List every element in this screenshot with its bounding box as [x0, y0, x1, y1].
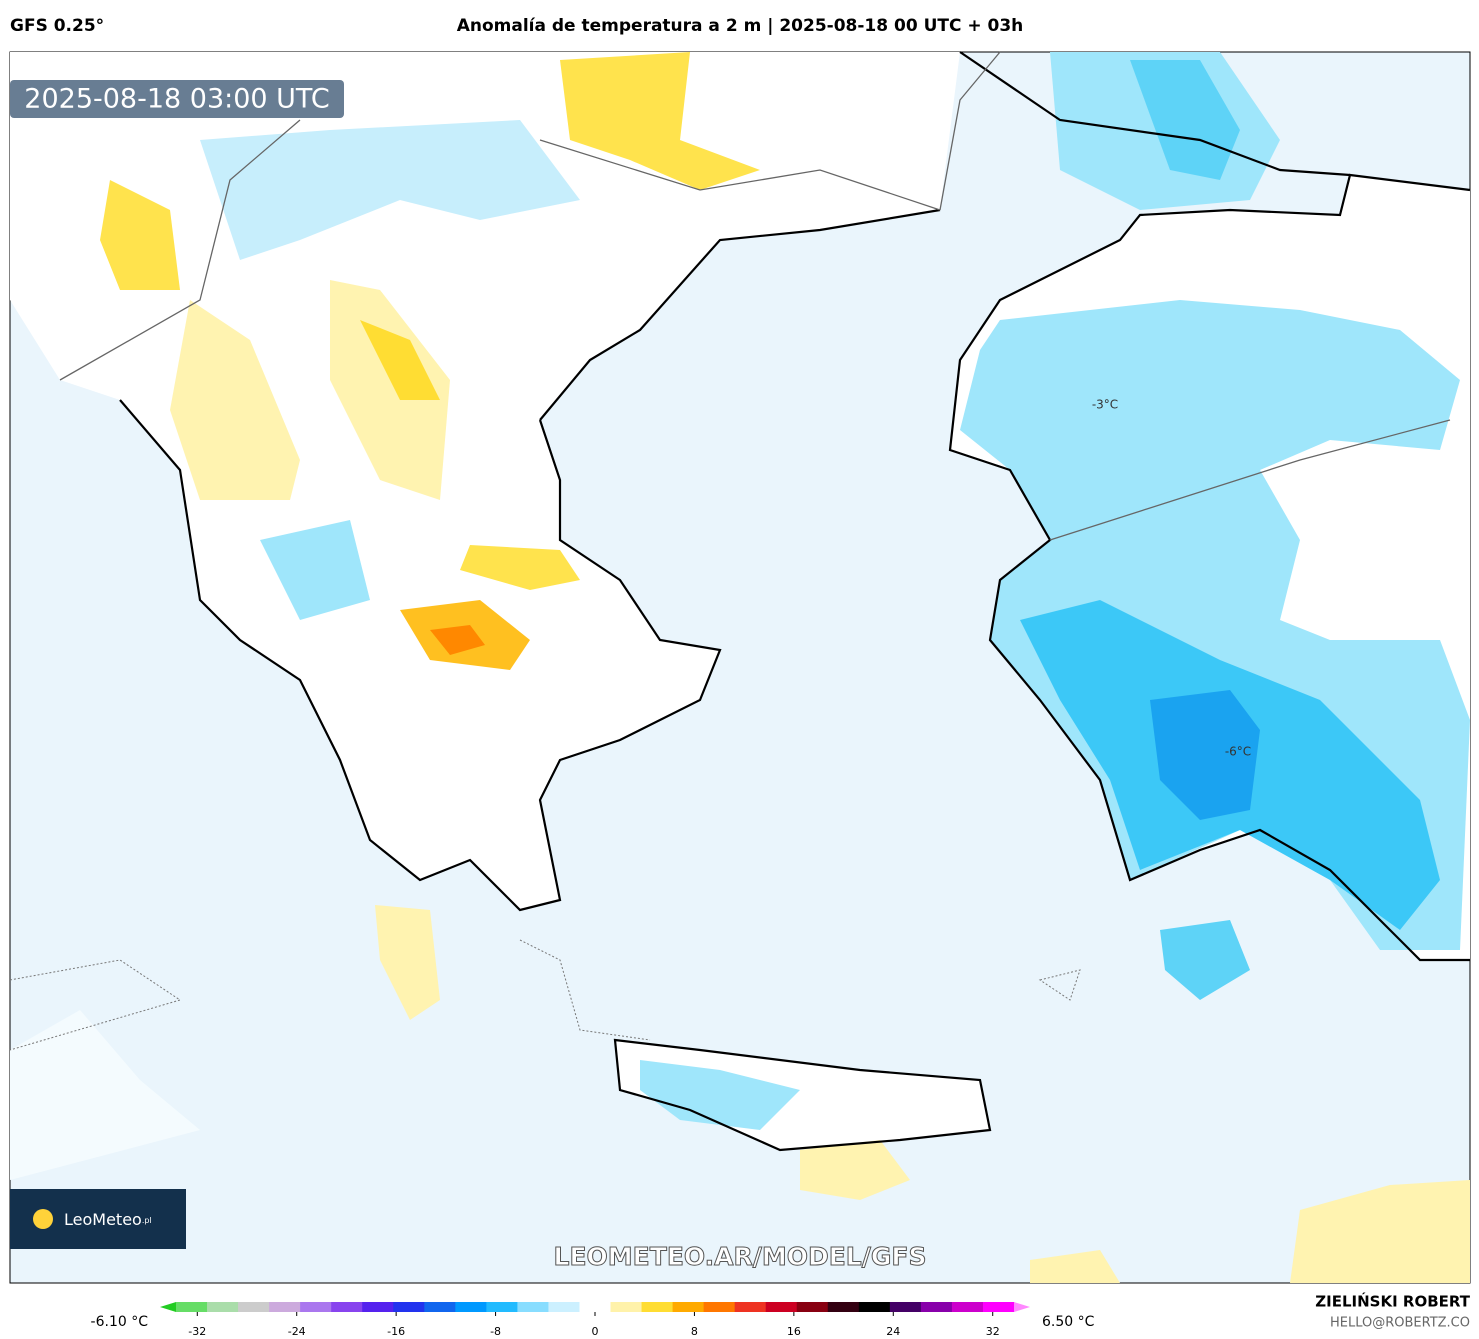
- colorbar-segment: [362, 1302, 394, 1312]
- colorbar-segment: [796, 1302, 829, 1312]
- cold-anomaly: [200, 120, 580, 260]
- colorbar-segment: [517, 1302, 549, 1312]
- logo-name: LeoMeteo: [64, 1210, 142, 1229]
- timestamp: 2025-08-18 03:00 UTC: [24, 84, 329, 115]
- timestamp-box: [10, 80, 344, 118]
- colorbar-tick-label: 32: [986, 1325, 1000, 1338]
- warm-anomaly: [430, 625, 485, 655]
- colorbar-segment: [486, 1302, 518, 1312]
- warm-anomaly: [1290, 1180, 1470, 1283]
- cold-anomaly: [1150, 690, 1260, 820]
- colorbar-segment: [579, 1302, 612, 1312]
- colorbar-tick-label: -32: [188, 1325, 206, 1338]
- warm-anomaly: [330, 280, 450, 500]
- colorbar-segment: [982, 1302, 1015, 1312]
- colorbar-segment: [672, 1302, 705, 1312]
- colorbar-segment: [827, 1302, 860, 1312]
- colorbar-max: 6.50 °C: [1042, 1314, 1095, 1330]
- colorbar-tick-label: -16: [387, 1325, 405, 1338]
- warm-anomaly: [375, 905, 440, 1020]
- colorbar-segment: [455, 1302, 487, 1312]
- colorbar-segment: [548, 1302, 580, 1312]
- contour-label: -6°C: [1225, 745, 1251, 759]
- warm-anomaly: [1030, 1250, 1120, 1283]
- colorbar-segment: [269, 1302, 301, 1312]
- cold-anomaly: [1160, 920, 1250, 1000]
- colorbar-end: [1014, 1302, 1030, 1312]
- colorbar-segment: [300, 1302, 332, 1312]
- colorbar-tick-label: -8: [490, 1325, 501, 1338]
- crete: [615, 1040, 990, 1150]
- colorbar-end: [160, 1302, 176, 1312]
- cold-anomaly: [260, 520, 370, 620]
- cold-anomaly: [1130, 60, 1240, 180]
- warm-anomaly: [560, 52, 760, 190]
- border: [59, 51, 1451, 541]
- colorbar-segment: [703, 1302, 736, 1312]
- colorbar-segment: [920, 1302, 953, 1312]
- logo: LeoMeteo.pl: [64, 1210, 152, 1229]
- coastline: [119, 399, 722, 912]
- coastline: [613, 1038, 992, 1152]
- colorbar-tick-label: 16: [787, 1325, 801, 1338]
- colorbar-min: -6.10 °C: [91, 1314, 149, 1330]
- map: -3°C -6°C 2025-08-18 03:00 UTC LeoMeteo.…: [9, 51, 1471, 1284]
- colorbar-tick-label: 0: [592, 1325, 599, 1338]
- watermark: LEOMETEO.AR/MODEL/GFS: [554, 1242, 927, 1271]
- colorbar-segment: [176, 1302, 208, 1312]
- colorbar-segment: [951, 1302, 984, 1312]
- colorbar-segment: [238, 1302, 270, 1312]
- cold-anomaly: [640, 1060, 800, 1130]
- warm-anomaly: [360, 320, 440, 400]
- colorbar-segment: [610, 1302, 643, 1312]
- warm-anomaly: [170, 300, 300, 500]
- colorbar-segment: [641, 1302, 674, 1312]
- warm-anomaly: [800, 1140, 910, 1200]
- contour: [9, 939, 1081, 1051]
- colorbar-segment: [331, 1302, 363, 1312]
- colorbar-segment: [858, 1302, 891, 1312]
- warm-anomaly: [100, 180, 180, 290]
- title: Anomalía de temperatura a 2 m | 2025-08-…: [457, 16, 1024, 36]
- colorbar: -32 -24 -16 -8 0 8 16 24 32: [160, 1302, 1030, 1338]
- logo-sun: [33, 1209, 53, 1229]
- colorbar-segment: [889, 1302, 922, 1312]
- colorbar-segment: [734, 1302, 767, 1312]
- author: ZIELIŃSKI ROBERT: [1315, 1292, 1470, 1311]
- model-label: GFS 0.25°: [10, 16, 104, 36]
- contour-label: -3°C: [1092, 398, 1118, 412]
- neutral: [10, 1010, 200, 1180]
- colorbar-segment: [765, 1302, 798, 1312]
- colorbar-segment: [393, 1302, 425, 1312]
- colorbar-tick-label: 8: [691, 1325, 698, 1338]
- email: HELLO@ROBERTZ.CO: [1330, 1316, 1470, 1331]
- colorbar-tick-label: -24: [288, 1325, 306, 1338]
- logo-suffix: .pl: [142, 1216, 152, 1225]
- colorbar-segment: [207, 1302, 239, 1312]
- warm-anomaly: [460, 545, 580, 590]
- coastline: [539, 208, 941, 421]
- colorbar-segment: [424, 1302, 456, 1312]
- colorbar-tick-label: 24: [886, 1325, 900, 1338]
- land: [10, 52, 960, 910]
- coastline: [959, 51, 1351, 177]
